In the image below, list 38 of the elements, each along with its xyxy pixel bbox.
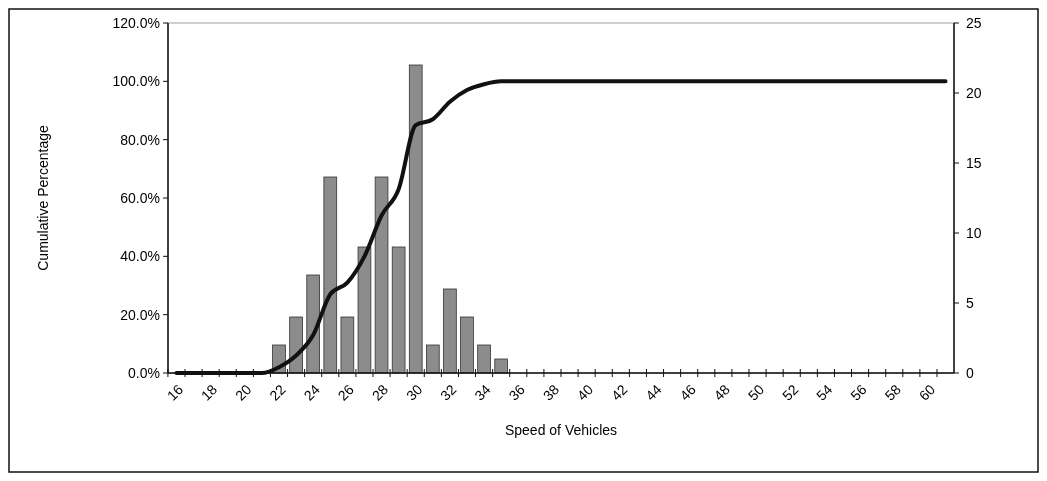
- y-tick-label: 100.0%: [112, 73, 160, 90]
- y-axis-title: Cumulative Percentage: [35, 125, 51, 271]
- x-tick-label: 40: [573, 381, 597, 404]
- x-tick-label: 20: [232, 381, 255, 404]
- x-tick-label: 24: [300, 381, 323, 404]
- x-tick-label: 30: [402, 381, 426, 404]
- y-tick-label: 0.0%: [128, 364, 160, 381]
- x-tick-label: 58: [881, 381, 904, 404]
- x-tick-label: 18: [197, 381, 221, 404]
- y-tick-label: 20.0%: [120, 306, 160, 323]
- y2-tick-label: 0: [966, 364, 974, 381]
- x-tick-label: 56: [847, 381, 870, 404]
- y2-tick-label: 5: [966, 294, 974, 311]
- x-tick-label: 26: [334, 381, 358, 404]
- y2-tick-label: 10: [966, 224, 982, 241]
- x-tick-label: 42: [608, 381, 631, 404]
- x-tick-label: 54: [813, 381, 836, 404]
- y2-tick-label: 20: [966, 84, 982, 101]
- y-tick-label: 40.0%: [120, 248, 160, 265]
- y-tick-label: 120.0%: [112, 14, 160, 31]
- x-tick-label: 38: [539, 381, 563, 404]
- x-tick-label: 32: [437, 381, 460, 404]
- x-tick-label: 50: [744, 381, 768, 404]
- x-tick-label: 36: [505, 381, 529, 404]
- x-tick-label: 52: [778, 381, 802, 404]
- x-tick-label: 34: [471, 381, 494, 404]
- x-tick-label: 16: [163, 381, 187, 404]
- y2-tick-label: 25: [966, 14, 982, 31]
- y2-tick-label: 15: [966, 154, 982, 171]
- x-tick-label: 44: [642, 381, 665, 404]
- x-tick-label: 46: [676, 381, 699, 404]
- x-tick-label: 48: [710, 381, 734, 404]
- y-tick-label: 60.0%: [120, 189, 160, 206]
- x-tick-label: 28: [368, 381, 392, 404]
- x-axis-title: Speed of Vehicles: [504, 422, 618, 438]
- y-tick-label: 80.0%: [120, 131, 160, 148]
- x-tick-label: 22: [266, 381, 289, 404]
- x-tick-label: 60: [915, 381, 939, 404]
